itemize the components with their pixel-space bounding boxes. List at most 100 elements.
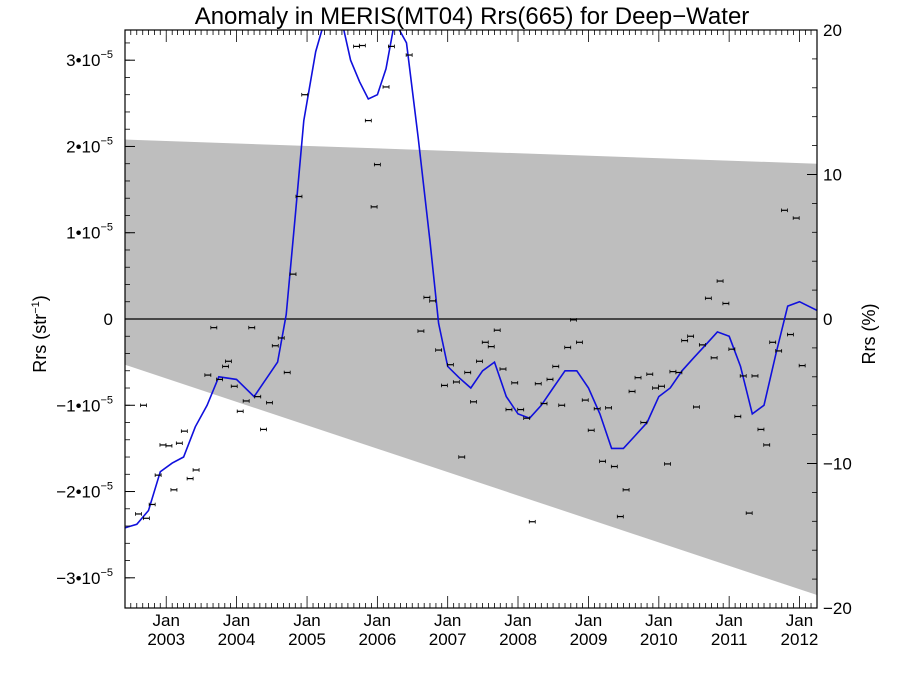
x-tick-year-label: 2004	[218, 630, 256, 649]
x-tick-year-label: 2012	[781, 630, 819, 649]
data-point	[159, 443, 167, 447]
x-tick-month-label: Jan	[153, 611, 180, 630]
x-tick-year-label: 2006	[358, 630, 396, 649]
data-point	[364, 118, 372, 123]
data-point	[370, 205, 378, 209]
data-point	[470, 400, 477, 404]
data-point	[148, 502, 156, 507]
data-point	[792, 216, 800, 220]
right-tick-label: −10	[823, 455, 852, 474]
data-point	[417, 329, 425, 333]
data-point	[528, 519, 536, 524]
data-point	[599, 459, 606, 464]
data-point	[505, 407, 513, 412]
data-point	[787, 332, 794, 337]
data-point	[248, 325, 256, 330]
data-point	[481, 340, 489, 345]
trend-line	[125, 30, 817, 529]
data-point	[353, 44, 360, 49]
data-point	[587, 428, 595, 433]
data-point	[429, 299, 437, 303]
data-point	[751, 374, 759, 378]
x-tick-month-label: Jan	[715, 611, 742, 630]
left-tick-label: 1•10−5	[66, 222, 113, 243]
data-point	[757, 427, 765, 432]
left-axis-title: Rrs (str−1)	[30, 295, 50, 373]
data-point	[675, 370, 683, 375]
x-tick-month-label: Jan	[434, 611, 461, 630]
data-point	[458, 455, 466, 459]
data-point	[236, 409, 244, 414]
data-point	[435, 348, 443, 352]
left-tick-label: −2•10−5	[56, 481, 113, 502]
data-point	[646, 372, 654, 377]
data-point	[295, 194, 303, 199]
data-point	[558, 403, 566, 408]
data-point	[464, 370, 472, 375]
data-point	[204, 373, 212, 377]
x-tick-month-label: Jan	[786, 611, 813, 630]
data-point	[405, 53, 413, 57]
chart-title: Anomaly in MERIS(MT04) Rrs(665) for Deep…	[195, 3, 750, 30]
data-point	[487, 344, 495, 349]
data-point	[798, 363, 806, 368]
data-point	[225, 359, 232, 364]
data-point	[523, 416, 531, 421]
data-point	[254, 394, 262, 399]
data-point	[423, 295, 431, 300]
left-tick-label: 2•10−5	[66, 135, 113, 156]
data-point	[511, 381, 519, 385]
data-point	[769, 340, 777, 345]
data-point	[698, 343, 706, 347]
data-point	[610, 464, 618, 469]
data-point	[640, 420, 648, 425]
data-point	[476, 359, 483, 364]
data-point	[728, 347, 736, 351]
data-point	[775, 349, 783, 353]
data-point	[499, 367, 507, 371]
x-tick-year-label: 2010	[640, 630, 678, 649]
data-point	[230, 384, 238, 389]
data-point	[704, 296, 712, 301]
data-point	[745, 511, 753, 515]
right-tick-label: 10	[823, 166, 842, 185]
left-tick-label: 3•10−5	[66, 49, 113, 70]
data-point	[570, 318, 577, 322]
data-point	[289, 272, 297, 276]
data-point	[534, 381, 542, 386]
data-point	[301, 92, 309, 97]
data-point	[154, 473, 162, 477]
left-tick-label: −1•10−5	[56, 394, 113, 415]
data-point	[552, 364, 560, 369]
right-tick-label: −20	[823, 599, 852, 618]
right-tick-label: 20	[823, 21, 842, 40]
data-point	[382, 85, 390, 89]
data-point	[142, 516, 150, 521]
data-point	[605, 406, 612, 410]
data-point	[373, 162, 381, 167]
x-tick-year-label: 2003	[147, 630, 185, 649]
data-point	[222, 364, 229, 369]
x-tick-year-label: 2009	[570, 630, 608, 649]
data-point	[242, 399, 250, 403]
data-point	[763, 443, 771, 447]
x-tick-month-label: Jan	[575, 611, 602, 630]
x-tick-month-label: Jan	[293, 611, 320, 630]
x-tick-year-label: 2008	[499, 630, 537, 649]
data-point	[186, 476, 194, 481]
x-tick-year-label: 2007	[429, 630, 467, 649]
data-point	[664, 462, 671, 466]
data-point	[658, 384, 665, 389]
x-tick-month-label: Jan	[223, 611, 250, 630]
x-tick-year-label: 2011	[711, 630, 748, 649]
data-point	[693, 405, 700, 409]
data-point	[710, 356, 718, 360]
uncertainty-band	[125, 139, 817, 596]
data-point	[628, 389, 636, 394]
left-tick-label: −3•10−5	[56, 567, 113, 588]
left-tick-label: 0	[104, 310, 113, 329]
data-point	[283, 370, 291, 375]
data-point	[170, 488, 178, 492]
data-point	[140, 403, 147, 408]
